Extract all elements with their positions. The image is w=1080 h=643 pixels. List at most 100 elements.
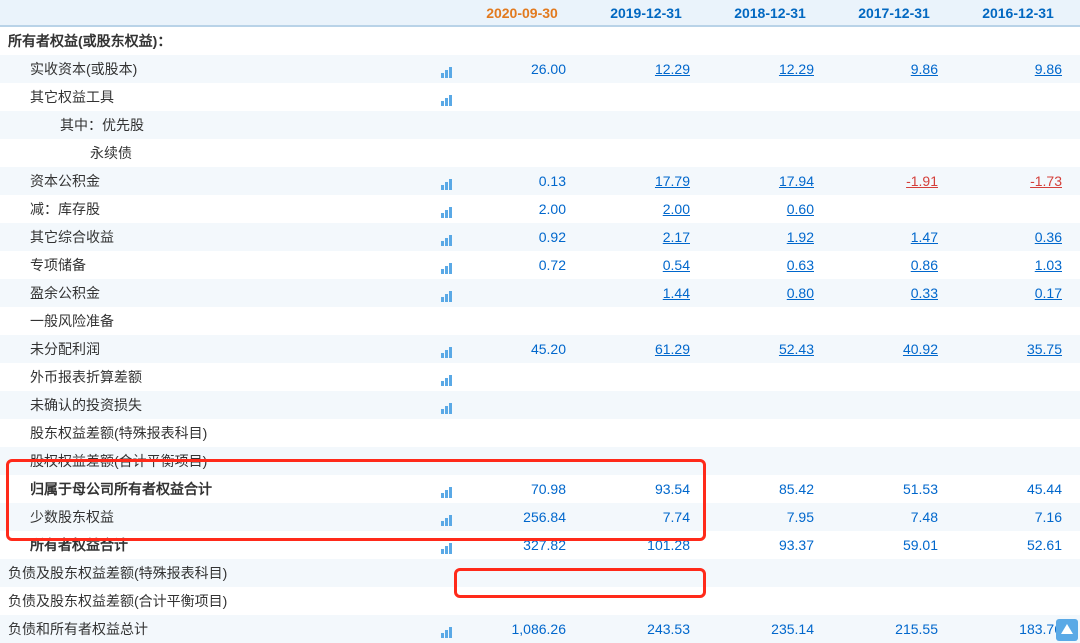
value-cell	[460, 279, 584, 307]
value-cell[interactable]: 17.94	[708, 167, 832, 195]
value-link[interactable]: 61.29	[655, 341, 690, 357]
value-link[interactable]: 52.43	[779, 341, 814, 357]
chart-icon-cell[interactable]	[420, 531, 460, 559]
chart-icon-cell[interactable]	[420, 335, 460, 363]
value-link[interactable]: 2.00	[663, 201, 690, 217]
bars-icon[interactable]	[440, 286, 452, 302]
table-row: 未分配利润45.2061.2952.4340.9235.75	[0, 335, 1080, 363]
value-link[interactable]: 9.86	[1035, 61, 1062, 77]
value-cell[interactable]: 0.63	[708, 251, 832, 279]
value-link[interactable]: 0.86	[911, 257, 938, 273]
value-link[interactable]: 12.29	[779, 61, 814, 77]
value-cell[interactable]: 52.43	[708, 335, 832, 363]
bars-icon[interactable]	[440, 342, 452, 358]
value-cell[interactable]: 2.17	[584, 223, 708, 251]
chart-icon-cell[interactable]	[420, 503, 460, 531]
chart-icon-cell[interactable]	[420, 167, 460, 195]
table-row: 永续债	[0, 139, 1080, 167]
bars-icon[interactable]	[440, 202, 452, 218]
value-cell[interactable]: 1.92	[708, 223, 832, 251]
value-cell[interactable]: 0.80	[708, 279, 832, 307]
bars-icon[interactable]	[440, 230, 452, 246]
chart-icon-cell[interactable]	[420, 391, 460, 419]
bars-icon[interactable]	[440, 370, 452, 386]
value-cell[interactable]: -1.91	[832, 167, 956, 195]
value-link: 215.55	[895, 621, 938, 637]
value-cell[interactable]: 12.29	[584, 55, 708, 83]
value-cell[interactable]: 35.75	[956, 335, 1080, 363]
value-link[interactable]: -1.91	[906, 173, 938, 189]
value-link[interactable]: 1.44	[663, 285, 690, 301]
value-link[interactable]: 0.17	[1035, 285, 1062, 301]
value-link[interactable]: 0.63	[787, 257, 814, 273]
value-link[interactable]: 0.80	[787, 285, 814, 301]
value-cell[interactable]: 0.60	[708, 195, 832, 223]
value-link: 243.53	[647, 621, 690, 637]
value-cell	[956, 307, 1080, 335]
col-3[interactable]: 2017-12-31	[832, 0, 956, 26]
value-cell[interactable]: 0.17	[956, 279, 1080, 307]
value-cell[interactable]: 0.54	[584, 251, 708, 279]
col-2[interactable]: 2018-12-31	[708, 0, 832, 26]
value-link[interactable]: 35.75	[1027, 341, 1062, 357]
value-link[interactable]: 9.86	[911, 61, 938, 77]
value-link[interactable]: 2.17	[663, 229, 690, 245]
row-label: 外币报表折算差额	[0, 363, 420, 391]
value-link[interactable]: 1.47	[911, 229, 938, 245]
bars-icon[interactable]	[440, 538, 452, 554]
value-cell[interactable]: 1.03	[956, 251, 1080, 279]
value-cell[interactable]: 40.92	[832, 335, 956, 363]
bars-icon[interactable]	[440, 398, 452, 414]
value-cell[interactable]: 9.86	[832, 55, 956, 83]
value-link[interactable]: 1.92	[787, 229, 814, 245]
bars-icon[interactable]	[440, 90, 452, 106]
value-cell[interactable]: 0.36	[956, 223, 1080, 251]
value-cell	[956, 447, 1080, 475]
bars-icon[interactable]	[440, 482, 452, 498]
chart-icon-cell[interactable]	[420, 251, 460, 279]
value-link[interactable]: 17.94	[779, 173, 814, 189]
value-link: 7.74	[663, 509, 690, 525]
value-cell[interactable]: 2.00	[584, 195, 708, 223]
value-cell[interactable]: 61.29	[584, 335, 708, 363]
chart-icon-cell[interactable]	[420, 615, 460, 643]
chart-icon-cell[interactable]	[420, 195, 460, 223]
table-row: 负债及股东权益差额(合计平衡项目)	[0, 587, 1080, 615]
chart-icon-cell[interactable]	[420, 223, 460, 251]
bars-icon[interactable]	[440, 510, 452, 526]
bars-icon[interactable]	[440, 258, 452, 274]
value-link[interactable]: 12.29	[655, 61, 690, 77]
value-cell[interactable]: 1.44	[584, 279, 708, 307]
value-link[interactable]: 1.03	[1035, 257, 1062, 273]
col-0[interactable]: 2020-09-30	[460, 0, 584, 26]
value-cell[interactable]: -1.73	[956, 167, 1080, 195]
value-cell[interactable]: 0.33	[832, 279, 956, 307]
value-link: 2.00	[539, 201, 566, 217]
chart-icon-cell[interactable]	[420, 363, 460, 391]
value-link[interactable]: 0.33	[911, 285, 938, 301]
col-1[interactable]: 2019-12-31	[584, 0, 708, 26]
chart-icon-cell[interactable]	[420, 55, 460, 83]
value-cell[interactable]: 0.86	[832, 251, 956, 279]
value-link[interactable]: 0.36	[1035, 229, 1062, 245]
value-link[interactable]: -1.73	[1030, 173, 1062, 189]
value-cell[interactable]: 17.79	[584, 167, 708, 195]
value-link[interactable]: 0.54	[663, 257, 690, 273]
value-cell[interactable]: 9.86	[956, 55, 1080, 83]
value-cell[interactable]: 1.47	[832, 223, 956, 251]
value-cell	[708, 419, 832, 447]
bars-icon[interactable]	[440, 62, 452, 78]
bars-icon[interactable]	[440, 622, 452, 638]
col-4[interactable]: 2016-12-31	[956, 0, 1080, 26]
bars-icon[interactable]	[440, 174, 452, 190]
value-cell[interactable]: 12.29	[708, 55, 832, 83]
value-link[interactable]: 0.60	[787, 201, 814, 217]
value-cell	[708, 139, 832, 167]
table-wrap: 2020-09-30 2019-12-31 2018-12-31 2017-12…	[0, 0, 1080, 643]
chart-icon-cell[interactable]	[420, 83, 460, 111]
row-label: 负债及股东权益差额(特殊报表科目)	[0, 559, 420, 587]
value-link[interactable]: 17.79	[655, 173, 690, 189]
chart-icon-cell[interactable]	[420, 279, 460, 307]
chart-icon-cell[interactable]	[420, 475, 460, 503]
value-link[interactable]: 40.92	[903, 341, 938, 357]
